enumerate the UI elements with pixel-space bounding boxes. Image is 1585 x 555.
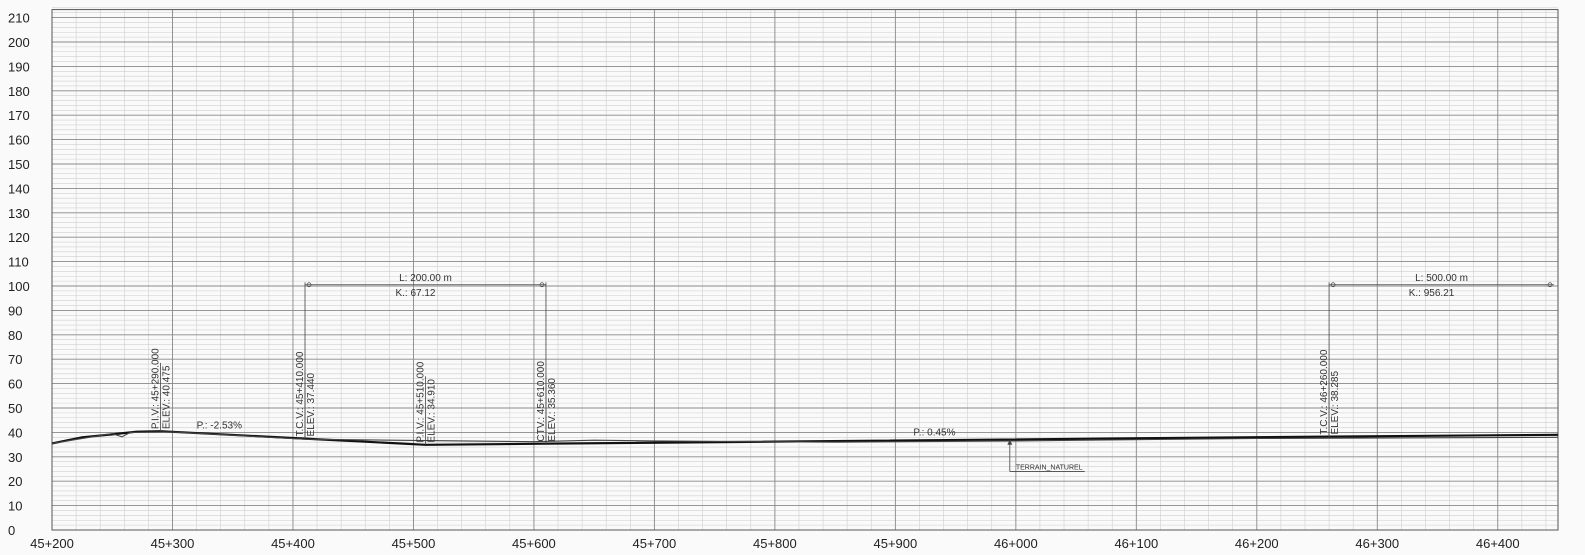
terrain-arrow-icon xyxy=(1007,439,1013,445)
tcv-2-elev: ELEV.: 38.285 xyxy=(1330,371,1341,435)
y-tick-label: 30 xyxy=(8,450,22,465)
y-tick-label: 130 xyxy=(8,206,30,221)
y-tick-label: 170 xyxy=(8,108,30,123)
curve-2-length: L: 500.00 m xyxy=(1415,273,1468,284)
curve-2-k: K.: 956.21 xyxy=(1409,288,1455,299)
y-tick-label: 140 xyxy=(8,181,30,196)
y-tick-label: 210 xyxy=(8,11,30,26)
y-tick-label: 160 xyxy=(8,133,30,148)
y-tick-label: 60 xyxy=(8,377,22,392)
x-tick-label: 46+100 xyxy=(1114,536,1158,551)
x-axis-labels: 45+200 45+300 45+400 45+500 45+600 45+700 45+8… xyxy=(30,536,1520,551)
y-tick-label: 100 xyxy=(8,279,30,294)
x-tick-label: 45+300 xyxy=(151,536,195,551)
x-tick-label: 45+900 xyxy=(873,536,917,551)
y-tick-label: 150 xyxy=(8,157,30,172)
piv-1-label: P.I.V.: 45+290.000 xyxy=(150,348,161,429)
y-tick-label: 10 xyxy=(8,499,22,514)
x-tick-label: 45+200 xyxy=(30,536,74,551)
y-tick-label: 190 xyxy=(8,59,30,74)
ground-line xyxy=(51,431,1559,444)
grade-label-1: P.: -2.53% xyxy=(197,421,243,432)
piv-2-elev: ELEV.: 34.910 xyxy=(426,379,437,443)
terrain-label: TERRAIN_NATUREL xyxy=(1016,464,1083,471)
curve-1-start-marker xyxy=(306,282,312,288)
plot-frame xyxy=(51,9,1559,531)
y-tick-label: 20 xyxy=(8,474,22,489)
y-axis-labels: 0 10 20 30 40 50 60 70 80 90 100 110 120 130 140 150 160… xyxy=(8,11,30,538)
x-tick-label: 46+300 xyxy=(1355,536,1399,551)
minor-grid xyxy=(51,7,1558,531)
x-tick-label: 45+400 xyxy=(271,536,315,551)
x-tick-label: 46+000 xyxy=(994,536,1038,551)
tcv-2-label: T.C.V.: 46+260.000 xyxy=(1319,349,1330,434)
x-tick-label: 45+600 xyxy=(512,536,556,551)
piv-2-label: P.I.V.: 45+510.000 xyxy=(415,361,426,442)
curve-1-end-marker xyxy=(539,282,545,288)
piv-1-elev: ELEV.: 40.475 xyxy=(161,365,172,429)
y-tick-label: 70 xyxy=(8,352,22,367)
profile-lines xyxy=(51,430,1559,446)
y-tick-label: 110 xyxy=(8,255,29,270)
ctv-1-elev: ELEV.: 35.360 xyxy=(547,378,558,442)
curve-1-length: L: 200.00 m xyxy=(399,273,452,284)
x-tick-label: 46+200 xyxy=(1235,536,1279,551)
ctv-1-label: CTV.: 45+610.000 xyxy=(536,361,547,442)
curve-2-end-marker xyxy=(1547,282,1553,288)
y-tick-label: 50 xyxy=(8,401,22,416)
major-grid xyxy=(51,9,1559,531)
curve-1-k: K.: 67.12 xyxy=(395,288,435,299)
y-tick-label: 80 xyxy=(8,328,22,343)
x-tick-label: 46+400 xyxy=(1476,536,1520,551)
annotations: P.I.V.: 45+290.000 ELEV.: 40.475 T.C.V.: 4… xyxy=(150,273,1554,472)
tcv-1-elev: ELEV.: 37.440 xyxy=(306,372,317,436)
grade-label-2: P.: 0.45% xyxy=(913,427,955,438)
x-tick-label: 45+500 xyxy=(392,536,436,551)
y-tick-label: 120 xyxy=(8,230,30,245)
y-tick-label: 40 xyxy=(8,425,22,440)
tcv-1-label: T.C.V.: 45+410.000 xyxy=(295,351,306,436)
x-tick-label: 45+800 xyxy=(753,536,797,551)
y-tick-label: 0 xyxy=(8,523,15,538)
curve-2-start-marker xyxy=(1330,282,1336,288)
y-tick-label: 180 xyxy=(8,84,30,99)
x-tick-label: 45+700 xyxy=(633,536,677,551)
y-tick-label: 200 xyxy=(8,35,30,50)
y-tick-label: 90 xyxy=(8,303,22,318)
